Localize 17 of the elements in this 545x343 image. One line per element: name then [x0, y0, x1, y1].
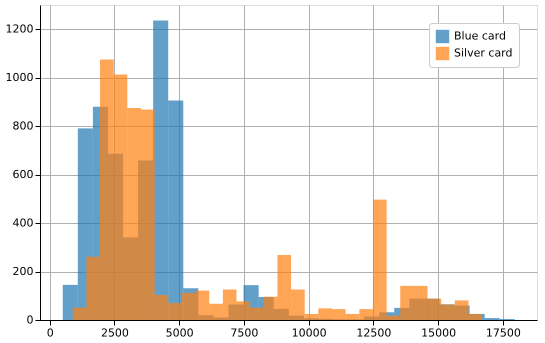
- x-tick-label: 0: [46, 326, 54, 340]
- x-tick-label: 5000: [166, 326, 194, 340]
- x-tick-label: 7500: [230, 326, 258, 340]
- y-tick-label: 200: [12, 265, 34, 278]
- legend-label: Silver card: [454, 46, 512, 60]
- y-tick-label: 1000: [6, 71, 34, 84]
- x-tick-label: 17500: [486, 326, 521, 340]
- y-tick-label: 400: [12, 216, 34, 230]
- y-tick-label: 600: [12, 168, 34, 182]
- y-tick-label: 800: [12, 120, 34, 133]
- legend-label: Blue card: [454, 30, 506, 42]
- x-tick-label: 12500: [356, 326, 392, 340]
- x-tick-label: 2500: [100, 326, 129, 340]
- y-tick-label: 0: [26, 314, 34, 326]
- x-tick-label: 10000: [292, 326, 327, 340]
- y-tick-label: 1200: [6, 22, 34, 36]
- x-tick-label: 15000: [421, 326, 456, 340]
